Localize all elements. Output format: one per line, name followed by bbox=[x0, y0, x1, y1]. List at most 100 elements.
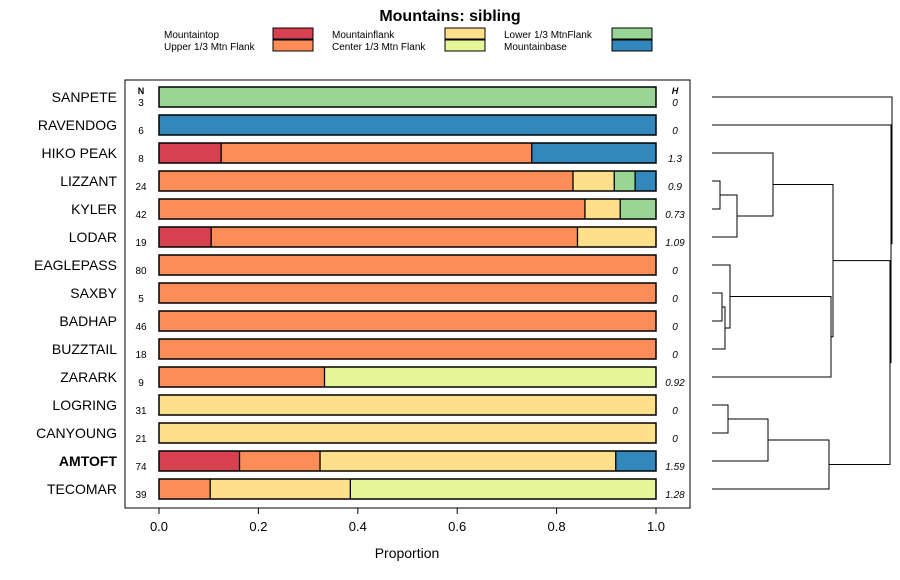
bar-segment bbox=[159, 479, 211, 499]
dendrogram-link bbox=[712, 180, 721, 210]
bar-segment bbox=[573, 171, 615, 191]
row-label: SAXBY bbox=[70, 285, 117, 301]
bar-outline bbox=[158, 86, 657, 108]
bar-segment bbox=[159, 339, 656, 359]
bar-segment bbox=[350, 479, 656, 499]
row-n-value: 74 bbox=[135, 462, 147, 473]
bar-outline bbox=[158, 422, 657, 444]
legend-label: Mountaintop bbox=[164, 30, 219, 41]
bar-segment bbox=[584, 199, 621, 219]
row-h-value: 0 bbox=[672, 98, 678, 109]
row-n-value: 3 bbox=[138, 98, 144, 109]
row-label: SANPETE bbox=[52, 89, 117, 105]
row-n-value: 21 bbox=[135, 434, 147, 445]
row-h-value: 0 bbox=[672, 434, 678, 445]
dendrogram-link bbox=[712, 152, 774, 217]
dendrogram-link bbox=[712, 306, 726, 350]
dendrogram bbox=[712, 96, 893, 490]
legend-swatch bbox=[611, 39, 653, 52]
x-axis-label: Proportion bbox=[375, 545, 440, 561]
bar-segment bbox=[159, 171, 574, 191]
bar-segment bbox=[210, 479, 351, 499]
row-label: TECOMAR bbox=[47, 481, 117, 497]
legend-label: Center 1/3 Mtn Flank bbox=[332, 42, 426, 53]
bar-segment bbox=[159, 115, 656, 135]
bar-segment bbox=[159, 255, 656, 275]
x-axis: 0.0 0.2 0.4 0.6 0.8 1.0 bbox=[150, 508, 665, 534]
dendrogram-link bbox=[712, 264, 731, 329]
row-label: HIKO PEAK bbox=[42, 145, 118, 161]
row-h-value: 0 bbox=[672, 294, 678, 305]
row-n-value: 18 bbox=[135, 350, 147, 361]
row-n-value: 19 bbox=[135, 238, 147, 249]
bar-outline bbox=[158, 450, 657, 472]
bar-outline bbox=[158, 310, 657, 332]
bar-segment bbox=[221, 143, 532, 163]
x-tick-label: 0.6 bbox=[448, 519, 466, 534]
x-tick-label: 0.8 bbox=[548, 519, 566, 534]
row-n-value: 9 bbox=[138, 378, 144, 389]
legend-label: Lower 1/3 MtnFlank bbox=[504, 30, 593, 41]
dendrogram-link bbox=[712, 418, 769, 462]
bar-segment bbox=[159, 87, 656, 107]
row-label: LOGRING bbox=[52, 397, 117, 413]
row-n-value: 80 bbox=[135, 266, 147, 277]
bar-segment bbox=[159, 283, 656, 303]
bar-outline bbox=[158, 338, 657, 360]
row-n-value: 6 bbox=[138, 126, 144, 137]
row-label: KYLER bbox=[71, 201, 117, 217]
bar-segment bbox=[159, 311, 656, 331]
row-n-value: 39 bbox=[135, 490, 147, 501]
bar-segment bbox=[531, 143, 656, 163]
bar-segment bbox=[620, 199, 656, 219]
dendrogram-link bbox=[773, 184, 834, 338]
legend-label: Mountainflank bbox=[332, 30, 395, 41]
bar-outline bbox=[158, 254, 657, 276]
row-h-value: 0 bbox=[672, 322, 678, 333]
dendrogram-link bbox=[712, 292, 723, 322]
bar-outline bbox=[158, 478, 657, 500]
legend-swatch bbox=[272, 27, 314, 40]
h-column-header: H bbox=[672, 86, 679, 96]
bar-segment bbox=[159, 199, 585, 219]
row-label: AMTOFT bbox=[59, 453, 118, 469]
row-h-value: 1.28 bbox=[665, 490, 685, 501]
bar-segment bbox=[159, 395, 656, 415]
row-n-value: 31 bbox=[135, 406, 147, 417]
row-h-value: 0 bbox=[672, 406, 678, 417]
dendrogram-link bbox=[712, 96, 893, 245]
row-h-value: 1.3 bbox=[668, 154, 682, 165]
dendrogram-link bbox=[829, 260, 891, 465]
bar-segment bbox=[159, 143, 222, 163]
row-h-value: 0 bbox=[672, 266, 678, 277]
bar-segment bbox=[239, 451, 321, 471]
legend-label: Upper 1/3 Mtn Flank bbox=[164, 42, 256, 53]
row-label: LIZZANT bbox=[60, 173, 117, 189]
row-h-value: 0.9 bbox=[668, 182, 682, 193]
row-h-value: 1.09 bbox=[665, 238, 685, 249]
bar-segment bbox=[159, 423, 656, 443]
row-label: ZARARK bbox=[60, 369, 117, 385]
row-label: LODAR bbox=[69, 229, 117, 245]
x-tick-label: 0.4 bbox=[349, 519, 367, 534]
bar-segment bbox=[320, 451, 616, 471]
dendrogram-link bbox=[712, 439, 830, 490]
bar-segment bbox=[211, 227, 578, 247]
row-n-value: 5 bbox=[138, 294, 144, 305]
legend-swatch bbox=[444, 27, 486, 40]
row-n-value: 42 bbox=[135, 210, 147, 221]
dendrogram-link bbox=[712, 194, 738, 238]
x-tick-label: 0.0 bbox=[150, 519, 168, 534]
x-tick-label: 1.0 bbox=[647, 519, 665, 534]
legend-swatch bbox=[272, 39, 314, 52]
legend-swatch bbox=[444, 39, 486, 52]
row-label: BADHAP bbox=[59, 313, 117, 329]
row-label: CANYOUNG bbox=[36, 425, 117, 441]
bar-outline bbox=[158, 198, 657, 220]
plot-frame bbox=[124, 79, 691, 509]
bar-outline bbox=[158, 394, 657, 416]
bar-segment bbox=[159, 227, 212, 247]
row-h-value: 0.92 bbox=[665, 378, 685, 389]
